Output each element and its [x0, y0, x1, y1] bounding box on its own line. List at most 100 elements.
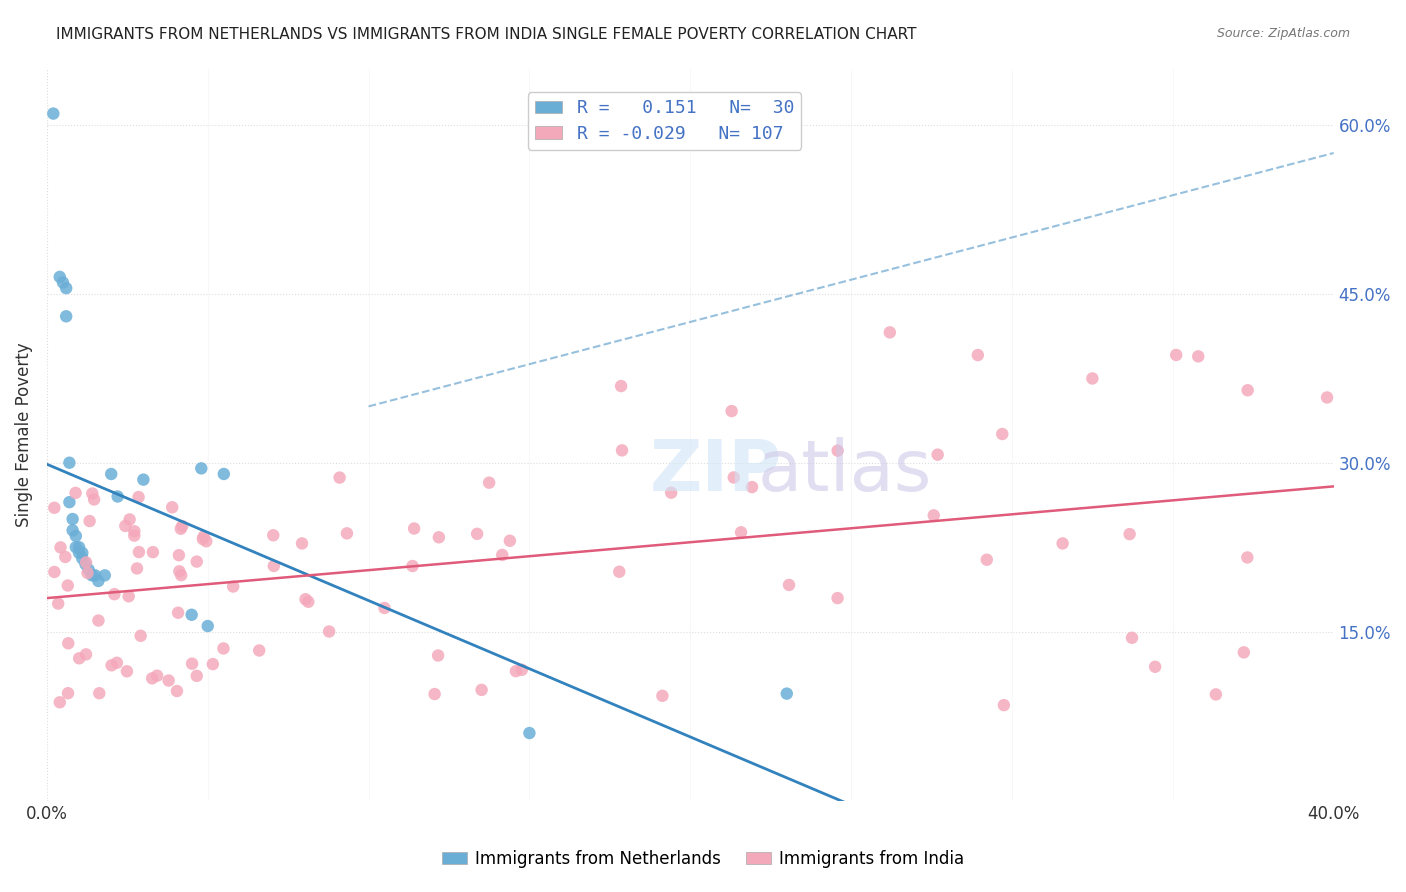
India — [172, 519, 194, 533]
Legend: Immigrants from Netherlands, Immigrants from India: Immigrants from Netherlands, Immigrants … — [434, 844, 972, 875]
India — [1144, 660, 1167, 674]
India — [423, 687, 446, 701]
India — [103, 587, 125, 601]
India — [336, 526, 359, 541]
Netherlands — [190, 461, 212, 475]
India — [128, 545, 150, 559]
India — [115, 665, 138, 679]
India — [87, 614, 110, 628]
India — [401, 559, 423, 574]
India — [778, 578, 800, 592]
Netherlands — [55, 281, 77, 295]
Netherlands — [58, 456, 80, 470]
India — [827, 443, 849, 458]
India — [478, 475, 501, 490]
Netherlands — [62, 512, 84, 526]
India — [427, 530, 450, 544]
India — [651, 689, 673, 703]
India — [83, 492, 105, 507]
India — [491, 548, 513, 562]
India — [610, 379, 633, 393]
India — [993, 698, 1015, 713]
Text: Source: ZipAtlas.com: Source: ZipAtlas.com — [1216, 27, 1350, 40]
India — [427, 648, 450, 663]
India — [65, 486, 87, 500]
India — [297, 595, 319, 609]
India — [100, 658, 122, 673]
India — [741, 480, 763, 494]
Y-axis label: Single Female Poverty: Single Female Poverty — [15, 343, 32, 527]
India — [294, 592, 316, 607]
India — [125, 561, 148, 575]
India — [142, 545, 165, 559]
Text: ZIP: ZIP — [650, 437, 782, 506]
Netherlands — [75, 557, 97, 571]
Netherlands — [65, 529, 87, 543]
India — [505, 664, 527, 678]
Netherlands — [42, 106, 65, 120]
India — [607, 565, 630, 579]
India — [730, 525, 752, 540]
India — [471, 682, 494, 697]
Netherlands — [107, 490, 129, 504]
India — [499, 533, 522, 548]
Netherlands — [77, 563, 100, 577]
India — [129, 629, 152, 643]
India — [46, 597, 69, 611]
India — [720, 404, 742, 418]
India — [89, 686, 111, 700]
India — [124, 524, 146, 539]
India — [659, 485, 682, 500]
Netherlands — [72, 546, 94, 560]
India — [1081, 371, 1104, 385]
India — [44, 500, 66, 515]
India — [169, 564, 191, 578]
India — [170, 568, 193, 582]
India — [827, 591, 849, 605]
Netherlands — [58, 495, 80, 509]
India — [247, 643, 270, 657]
India — [118, 589, 141, 603]
Netherlands — [94, 568, 117, 582]
Netherlands — [49, 269, 72, 284]
India — [1316, 391, 1339, 405]
India — [922, 508, 945, 523]
India — [82, 486, 104, 500]
India — [610, 443, 633, 458]
Netherlands — [62, 524, 84, 538]
Netherlands — [67, 546, 90, 560]
India — [1205, 687, 1227, 701]
India — [67, 651, 90, 665]
Netherlands — [132, 473, 155, 487]
Netherlands — [55, 310, 77, 324]
Netherlands — [84, 568, 107, 582]
India — [186, 555, 208, 569]
Netherlands — [212, 467, 235, 481]
India — [510, 663, 533, 677]
India — [1236, 550, 1258, 565]
India — [75, 555, 97, 569]
India — [56, 686, 79, 700]
India — [193, 529, 215, 543]
India — [879, 326, 901, 340]
Netherlands — [87, 574, 110, 588]
India — [146, 668, 169, 682]
India — [181, 657, 204, 671]
Netherlands — [100, 467, 122, 481]
India — [201, 657, 224, 672]
India — [976, 552, 998, 566]
India — [191, 532, 214, 546]
India — [1121, 631, 1143, 645]
India — [49, 695, 72, 709]
Netherlands — [72, 551, 94, 566]
Netherlands — [80, 568, 103, 582]
India — [124, 528, 146, 542]
India — [53, 549, 76, 564]
India — [1166, 348, 1188, 362]
India — [966, 348, 988, 362]
India — [262, 528, 284, 542]
India — [222, 580, 245, 594]
India — [44, 565, 66, 579]
India — [105, 656, 128, 670]
Text: atlas: atlas — [758, 437, 932, 506]
